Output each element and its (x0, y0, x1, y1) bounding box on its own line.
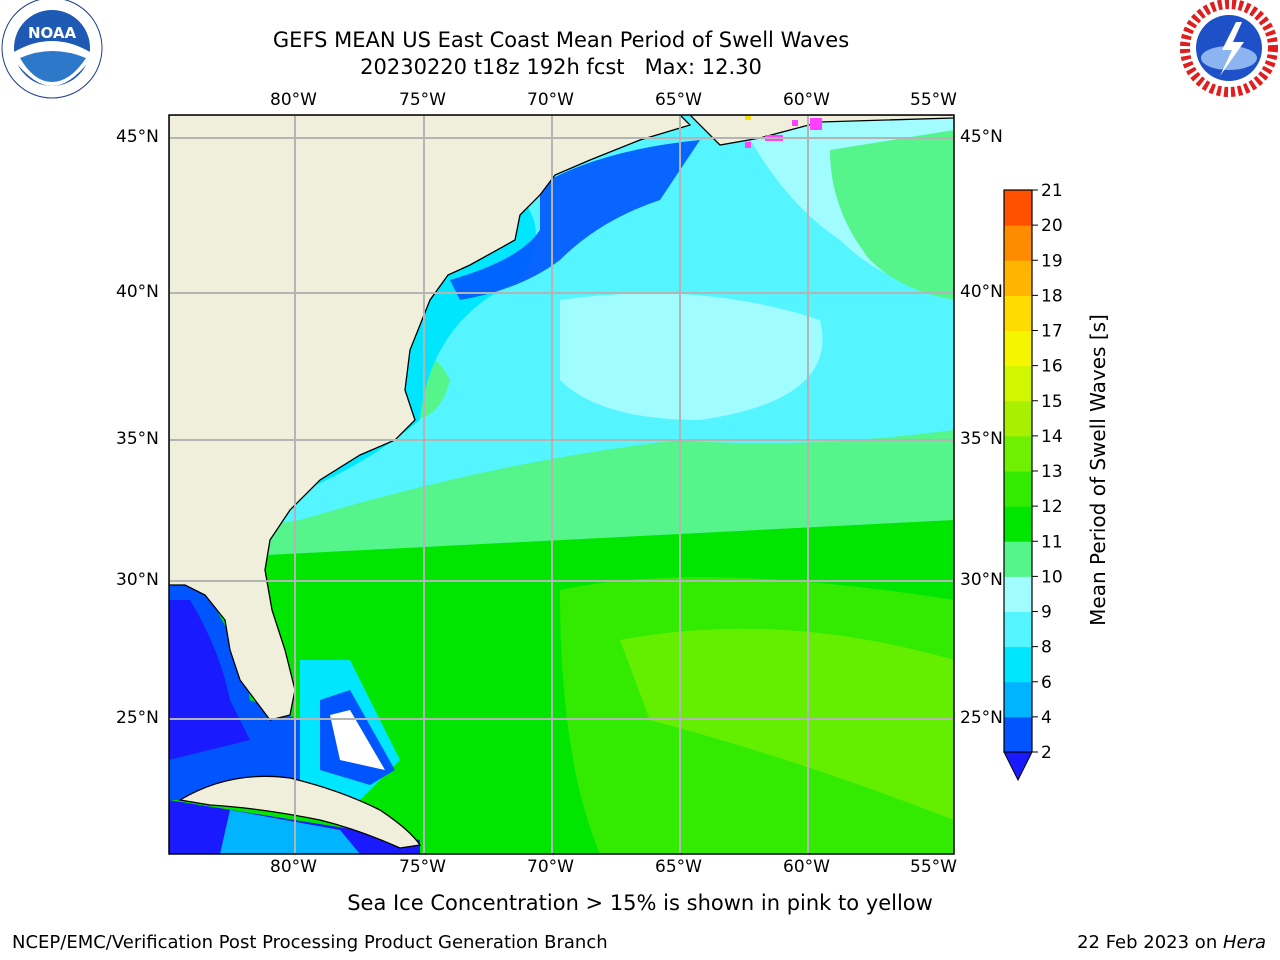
footer-date: 22 Feb 2023 on Hera (1077, 932, 1266, 953)
lon-label-bottom: 70°W (527, 857, 574, 877)
lat-label-right: 40°N (960, 282, 1003, 302)
lon-label-bottom: 60°W (783, 857, 830, 877)
lat-label-left: 45°N (116, 127, 159, 147)
lat-label-left: 40°N (116, 282, 159, 302)
colorbar-blocks (1004, 190, 1032, 753)
nws-logo (1178, 0, 1280, 100)
colorbar-tick-label: 8 (1041, 638, 1052, 658)
noaa-logo-text: NOAA (28, 24, 77, 42)
colorbar-label: Mean Period of Swell Waves [s] (1086, 314, 1110, 626)
colorbar-tick-label: 13 (1041, 462, 1063, 482)
colorbar-under-arrow (1003, 751, 1033, 782)
lat-label-right: 45°N (960, 127, 1003, 147)
colorbar-ticks: 2 4 6 8 9 10 11 12 13 14 15 16 17 18 19 20 21 (1032, 181, 1063, 763)
lat-label-right: 35°N (960, 429, 1003, 449)
sea-ice-note: Sea Ice Concentration > 15% is shown in … (347, 891, 933, 915)
lon-label-top: 55°W (910, 90, 957, 110)
lon-label-bottom: 80°W (270, 857, 317, 877)
colorbar-block (1004, 506, 1032, 542)
colorbar-tick-label: 9 (1041, 603, 1052, 623)
chart-title: GEFS MEAN US East Coast Mean Period of S… (272, 28, 850, 52)
colorbar-block (1004, 681, 1032, 718)
colorbar-block (1004, 190, 1032, 226)
lat-label-left: 25°N (116, 708, 159, 728)
colorbar-tick-label: 14 (1041, 427, 1063, 447)
cuba-land (178, 775, 422, 849)
lon-label-bottom: 55°W (910, 857, 957, 877)
colorbar-block (1004, 576, 1032, 612)
chart-subtitle: 20230220 t18z 192h fcst Max: 12.30 (360, 55, 762, 79)
lon-label-top: 75°W (399, 90, 446, 110)
colorbar-block (1004, 225, 1032, 261)
colorbar-tick-label: 2 (1041, 743, 1052, 763)
lon-label-bottom: 65°W (655, 857, 702, 877)
noaa-logo: NOAA (0, 0, 110, 100)
colorbar-tick-label: 21 (1041, 181, 1063, 201)
lon-label-top: 65°W (655, 90, 702, 110)
colorbar-tick-label: 20 (1041, 216, 1063, 236)
colorbar-block (1004, 611, 1032, 648)
colorbar-block (1004, 541, 1032, 577)
colorbar-block (1004, 400, 1032, 437)
colorbar-tick-label: 4 (1041, 708, 1052, 728)
colorbar-block (1004, 646, 1032, 683)
colorbar-block (1004, 716, 1032, 753)
lat-label-right: 25°N (960, 708, 1003, 728)
footer-host: Hera (1222, 932, 1266, 953)
colorbar-block (1004, 330, 1032, 367)
footer-date-text: 22 Feb 2023 on (1077, 932, 1223, 953)
lon-label-bottom: 75°W (399, 857, 446, 877)
lat-label-left: 35°N (116, 429, 159, 449)
map-frame (168, 114, 955, 855)
colorbar-block (1004, 260, 1032, 296)
colorbar-tick-label: 6 (1041, 673, 1052, 693)
lat-label-left: 30°N (116, 570, 159, 590)
colorbar-block (1004, 295, 1032, 331)
lon-label-top: 80°W (270, 90, 317, 110)
colorbar-block (1004, 365, 1032, 402)
colorbar-tick-label: 19 (1041, 251, 1063, 271)
map-field (169, 115, 954, 854)
colorbar-tick-label: 12 (1041, 497, 1063, 517)
colorbar: 2 4 6 8 9 10 11 12 13 14 15 16 17 18 19 20 21 (1003, 181, 1063, 782)
graticule (169, 115, 954, 854)
colorbar-tick-label: 16 (1041, 357, 1063, 377)
colorbar-tick-label: 11 (1041, 532, 1063, 552)
colorbar-tick-label: 10 (1041, 567, 1063, 587)
us-east-coast-land (169, 115, 692, 721)
footer-credit: NCEP/EMC/Verification Post Processing Pr… (12, 932, 608, 953)
lon-label-top: 70°W (527, 90, 574, 110)
colorbar-tick-label: 18 (1041, 286, 1063, 306)
colorbar-tick-label: 15 (1041, 392, 1063, 412)
colorbar-block (1004, 435, 1032, 472)
colorbar-tick-label: 17 (1041, 322, 1063, 342)
lon-label-top: 60°W (783, 90, 830, 110)
lat-label-right: 30°N (960, 570, 1003, 590)
colorbar-block (1004, 471, 1032, 507)
